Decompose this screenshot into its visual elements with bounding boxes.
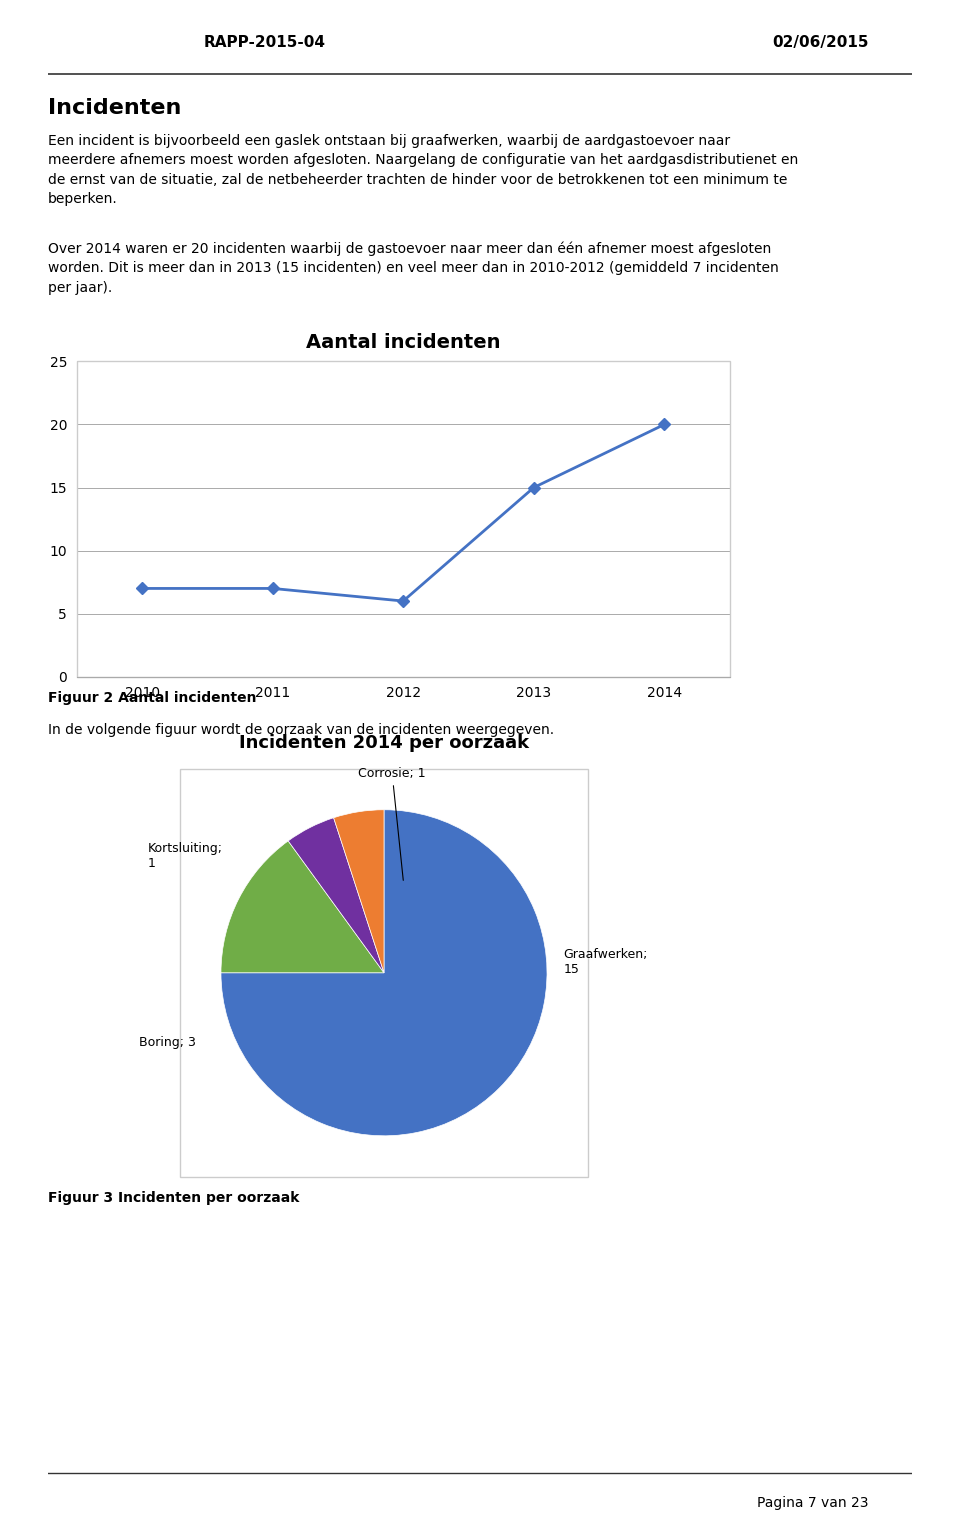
Title: Aantal incidenten: Aantal incidenten bbox=[306, 332, 500, 352]
Text: In de volgende figuur wordt de oorzaak van de incidenten weergegeven.: In de volgende figuur wordt de oorzaak v… bbox=[48, 723, 554, 737]
Text: Corrosie; 1: Corrosie; 1 bbox=[358, 767, 426, 880]
Text: Figuur 2 Aantal incidenten: Figuur 2 Aantal incidenten bbox=[48, 691, 256, 706]
Text: Incidenten: Incidenten bbox=[48, 97, 181, 118]
Text: RAPP-2015-04: RAPP-2015-04 bbox=[204, 35, 325, 49]
Text: 02/06/2015: 02/06/2015 bbox=[772, 35, 869, 49]
Wedge shape bbox=[288, 818, 384, 972]
Text: Over 2014 waren er 20 incidenten waarbij de gastoevoer naar meer dan één afnemer: Over 2014 waren er 20 incidenten waarbij… bbox=[48, 241, 779, 295]
Text: Kortsluiting;
1: Kortsluiting; 1 bbox=[148, 841, 223, 871]
Text: Boring; 3: Boring; 3 bbox=[139, 1037, 197, 1049]
Title: Incidenten 2014 per oorzaak: Incidenten 2014 per oorzaak bbox=[239, 734, 529, 752]
Bar bbox=[180, 769, 588, 1177]
Text: Graafwerken;
15: Graafwerken; 15 bbox=[564, 947, 648, 975]
Text: Figuur 3 Incidenten per oorzaak: Figuur 3 Incidenten per oorzaak bbox=[48, 1190, 300, 1206]
Wedge shape bbox=[221, 809, 547, 1135]
Text: Een incident is bijvoorbeeld een gaslek ontstaan bij graafwerken, waarbij de aar: Een incident is bijvoorbeeld een gaslek … bbox=[48, 134, 799, 206]
Wedge shape bbox=[334, 809, 384, 972]
Text: Pagina 7 van 23: Pagina 7 van 23 bbox=[757, 1496, 869, 1510]
Wedge shape bbox=[221, 841, 384, 972]
Bar bbox=[77, 361, 730, 677]
